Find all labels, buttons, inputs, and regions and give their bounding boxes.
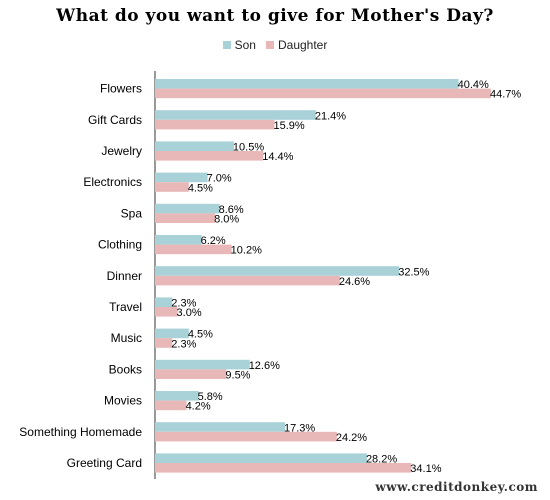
data-label-son: 32.5% — [398, 266, 429, 278]
data-label-son: 6.2% — [201, 235, 226, 247]
bar-son — [155, 235, 202, 245]
legend-label-daughter: Daughter — [277, 38, 328, 52]
data-label-daughter: 4.2% — [186, 401, 211, 413]
category-label: Travel — [109, 300, 142, 314]
data-label-son: 17.3% — [284, 422, 315, 434]
data-label-daughter: 15.9% — [274, 120, 305, 132]
legend-swatch-daughter — [265, 41, 274, 49]
bar-son — [155, 359, 250, 370]
bar-daughter — [155, 400, 187, 411]
category-label: Greeting Card — [67, 456, 142, 470]
chart-title: What do you want to give for Mother's Da… — [56, 6, 494, 26]
category-label: Music — [111, 331, 142, 345]
data-label-daughter: 8.0% — [214, 214, 239, 226]
data-label-son: 5.8% — [198, 391, 223, 403]
category-label: Something Homemade — [19, 425, 142, 439]
bar-son — [155, 79, 459, 89]
category-label: Spa — [121, 206, 143, 220]
category-label: Clothing — [98, 238, 142, 252]
bar-daughter — [155, 431, 337, 442]
watermark: www.creditdonkey.com — [375, 480, 538, 494]
bar-daughter — [155, 369, 227, 379]
legend-label-son: Son — [234, 38, 256, 52]
data-label-daughter: 2.3% — [171, 338, 196, 350]
legend-item-son: Son — [222, 38, 256, 52]
bar-son — [155, 328, 189, 339]
category-label: Movies — [104, 394, 142, 408]
bar-son — [155, 110, 316, 120]
category-label: Flowers — [100, 82, 142, 96]
data-label-daughter: 9.5% — [225, 370, 250, 382]
data-label-son: 8.6% — [219, 204, 244, 216]
category-label: Dinner — [107, 269, 142, 283]
bar-son — [155, 453, 367, 463]
bar-daughter — [155, 213, 216, 223]
category-label: Electronics — [83, 175, 142, 189]
category-label: Books — [109, 362, 142, 376]
bar-daughter — [155, 307, 178, 317]
bar-son — [155, 422, 286, 432]
data-label-son: 12.6% — [249, 360, 280, 372]
data-label-daughter: 24.2% — [336, 432, 367, 444]
data-label-daughter: 24.6% — [339, 276, 370, 288]
bar-daughter — [155, 338, 173, 348]
bar-daughter — [155, 88, 491, 99]
bar-son — [155, 141, 234, 151]
data-label-son: 4.5% — [188, 329, 213, 341]
category-label: Jewelry — [101, 144, 142, 158]
bar-son — [155, 297, 173, 307]
data-label-son: 7.0% — [207, 173, 232, 185]
bar-daughter — [155, 275, 340, 286]
data-label-son: 2.3% — [171, 298, 196, 310]
data-label-son: 28.2% — [366, 454, 397, 466]
data-label-daughter: 14.4% — [262, 151, 293, 163]
category-label: Gift Cards — [88, 113, 142, 127]
data-label-daughter: 34.1% — [410, 463, 441, 475]
legend-item-daughter: Daughter — [265, 38, 328, 52]
data-label-daughter: 10.2% — [231, 245, 262, 257]
bar-daughter — [155, 244, 232, 255]
legend-swatch-son — [222, 41, 231, 49]
bar-son — [155, 172, 208, 183]
data-label-son: 40.4% — [458, 79, 489, 91]
bar-son — [155, 391, 199, 401]
data-label-son: 10.5% — [233, 142, 264, 154]
legend: Son Daughter — [0, 38, 550, 52]
bar-daughter — [155, 119, 275, 130]
bar-son — [155, 266, 400, 276]
bar-daughter — [155, 463, 412, 473]
data-label-son: 21.4% — [315, 110, 346, 122]
bar-daughter — [155, 182, 189, 192]
data-label-daughter: 4.5% — [188, 182, 213, 194]
data-label-daughter: 3.0% — [177, 307, 202, 319]
data-label-daughter: 44.7% — [490, 89, 521, 101]
bar-daughter — [155, 151, 264, 161]
bar-son — [155, 203, 220, 214]
